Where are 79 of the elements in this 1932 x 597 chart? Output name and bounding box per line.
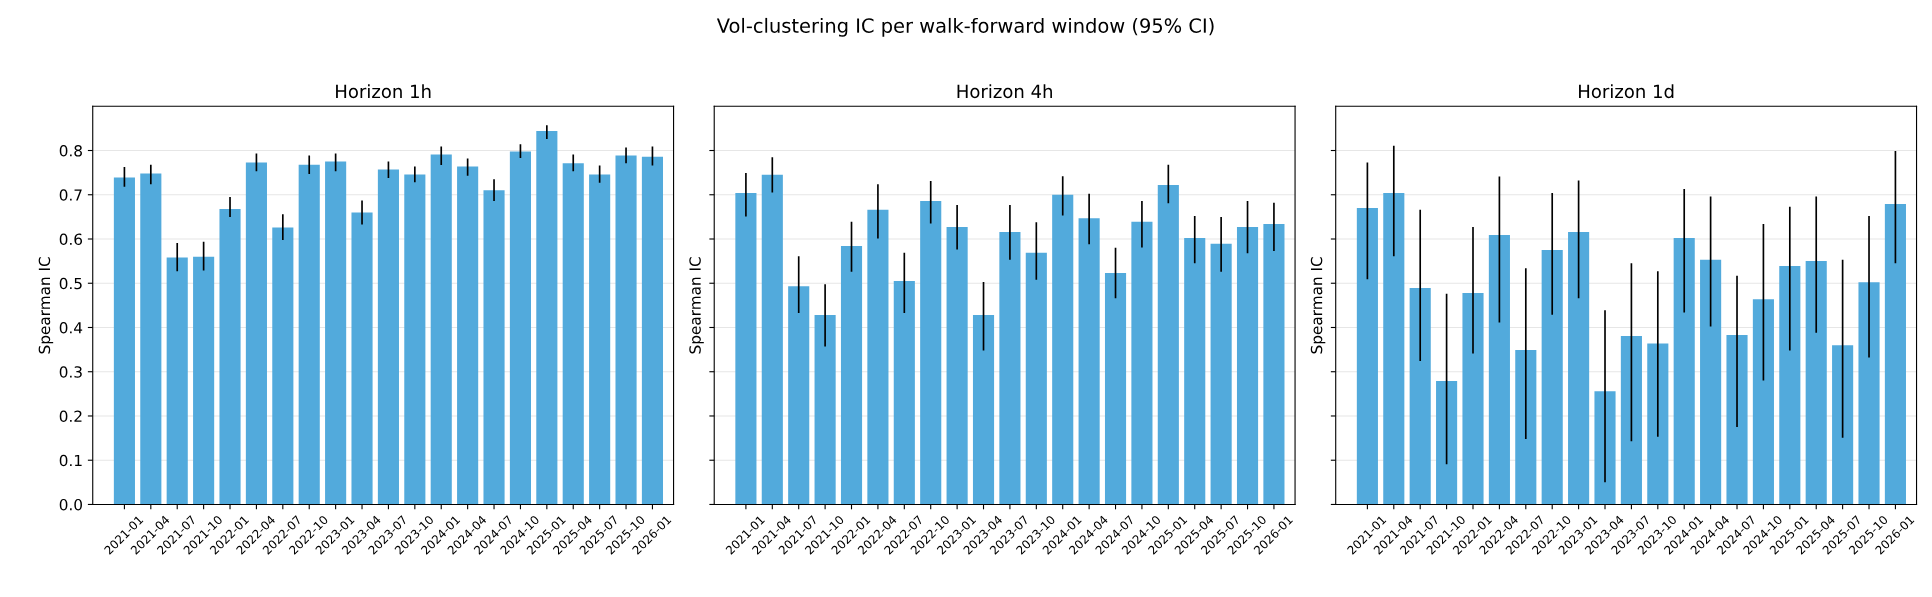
- y-tick-label: 0.1: [59, 454, 82, 467]
- bar: [430, 154, 452, 505]
- bar: [893, 281, 915, 505]
- chart-title: Horizon 1d: [1579, 84, 1674, 99]
- bar: [788, 286, 810, 505]
- bar: [1805, 261, 1827, 505]
- bar: [1673, 238, 1695, 505]
- bar: [589, 174, 611, 505]
- bar: [1594, 391, 1616, 505]
- bar: [1752, 299, 1774, 505]
- bar: [166, 257, 188, 505]
- text: Vol-clustering IC per walk-forward window (95% CI): [716, 17, 1214, 37]
- bar: [140, 173, 162, 505]
- bar: [351, 212, 373, 505]
- y-tick-label: 0.3: [59, 366, 82, 378]
- bar: [1157, 185, 1179, 505]
- bar: [1383, 192, 1405, 505]
- chart-title: Horizon 1h: [336, 84, 431, 99]
- bar: [641, 156, 664, 505]
- bar: [1488, 235, 1510, 505]
- bar: [1210, 243, 1232, 505]
- bar: [562, 163, 584, 505]
- bar: [946, 227, 968, 505]
- bar: [999, 231, 1021, 505]
- bar: [867, 209, 889, 505]
- bar: [325, 161, 347, 505]
- bar: [615, 155, 637, 505]
- bar: [536, 131, 558, 505]
- bar: [761, 174, 783, 505]
- bar: [920, 200, 942, 505]
- bar: [1700, 259, 1722, 505]
- bar: [1131, 221, 1153, 505]
- bar: [1884, 204, 1906, 505]
- chart-title: Horizon 4h: [957, 84, 1052, 99]
- y-tick-label: 0.0: [59, 498, 82, 511]
- bar: [1726, 335, 1748, 505]
- y-axis-title: Spearman IC: [38, 257, 54, 354]
- bar: [1620, 335, 1642, 505]
- bar: [457, 166, 479, 505]
- y-tick-label: 0.5: [59, 277, 82, 290]
- bar: [1356, 208, 1378, 505]
- bar: [298, 164, 320, 505]
- bar: [509, 151, 531, 505]
- bar: [1541, 250, 1563, 505]
- bar: [1779, 265, 1801, 505]
- bar: [1515, 350, 1537, 505]
- bar: [1184, 238, 1206, 505]
- bar: [1104, 273, 1127, 505]
- bar: [1409, 288, 1431, 505]
- y-tick-label: 0.7: [59, 189, 82, 201]
- y-tick-label: 0.4: [59, 321, 83, 334]
- bar: [1832, 345, 1854, 505]
- bar: [1568, 231, 1590, 505]
- y-axis-title: Spearman IC: [689, 257, 704, 354]
- bar: [404, 174, 426, 505]
- bar: [1436, 381, 1458, 505]
- bar: [1052, 194, 1074, 505]
- bar: [219, 208, 241, 505]
- bar: [113, 177, 135, 505]
- bar: [245, 162, 267, 505]
- bar: [972, 315, 995, 505]
- bar: [483, 190, 505, 505]
- bar: [1263, 223, 1285, 505]
- bar: [840, 246, 863, 505]
- bar: [1462, 292, 1484, 505]
- y-tick-label: 0.2: [59, 410, 82, 422]
- bar: [1236, 227, 1259, 505]
- bar: [377, 169, 399, 505]
- y-tick-label: 0.8: [59, 144, 82, 157]
- bar: [1647, 343, 1669, 505]
- bar: [193, 256, 215, 505]
- bar: [1078, 218, 1100, 505]
- bar: [814, 315, 836, 505]
- bar: [735, 192, 757, 505]
- bar: [1858, 282, 1880, 505]
- bar: [1025, 252, 1047, 505]
- bar: [272, 227, 294, 505]
- y-tick-label: 0.6: [59, 233, 83, 246]
- y-axis-title: Spearman IC: [1310, 257, 1326, 354]
